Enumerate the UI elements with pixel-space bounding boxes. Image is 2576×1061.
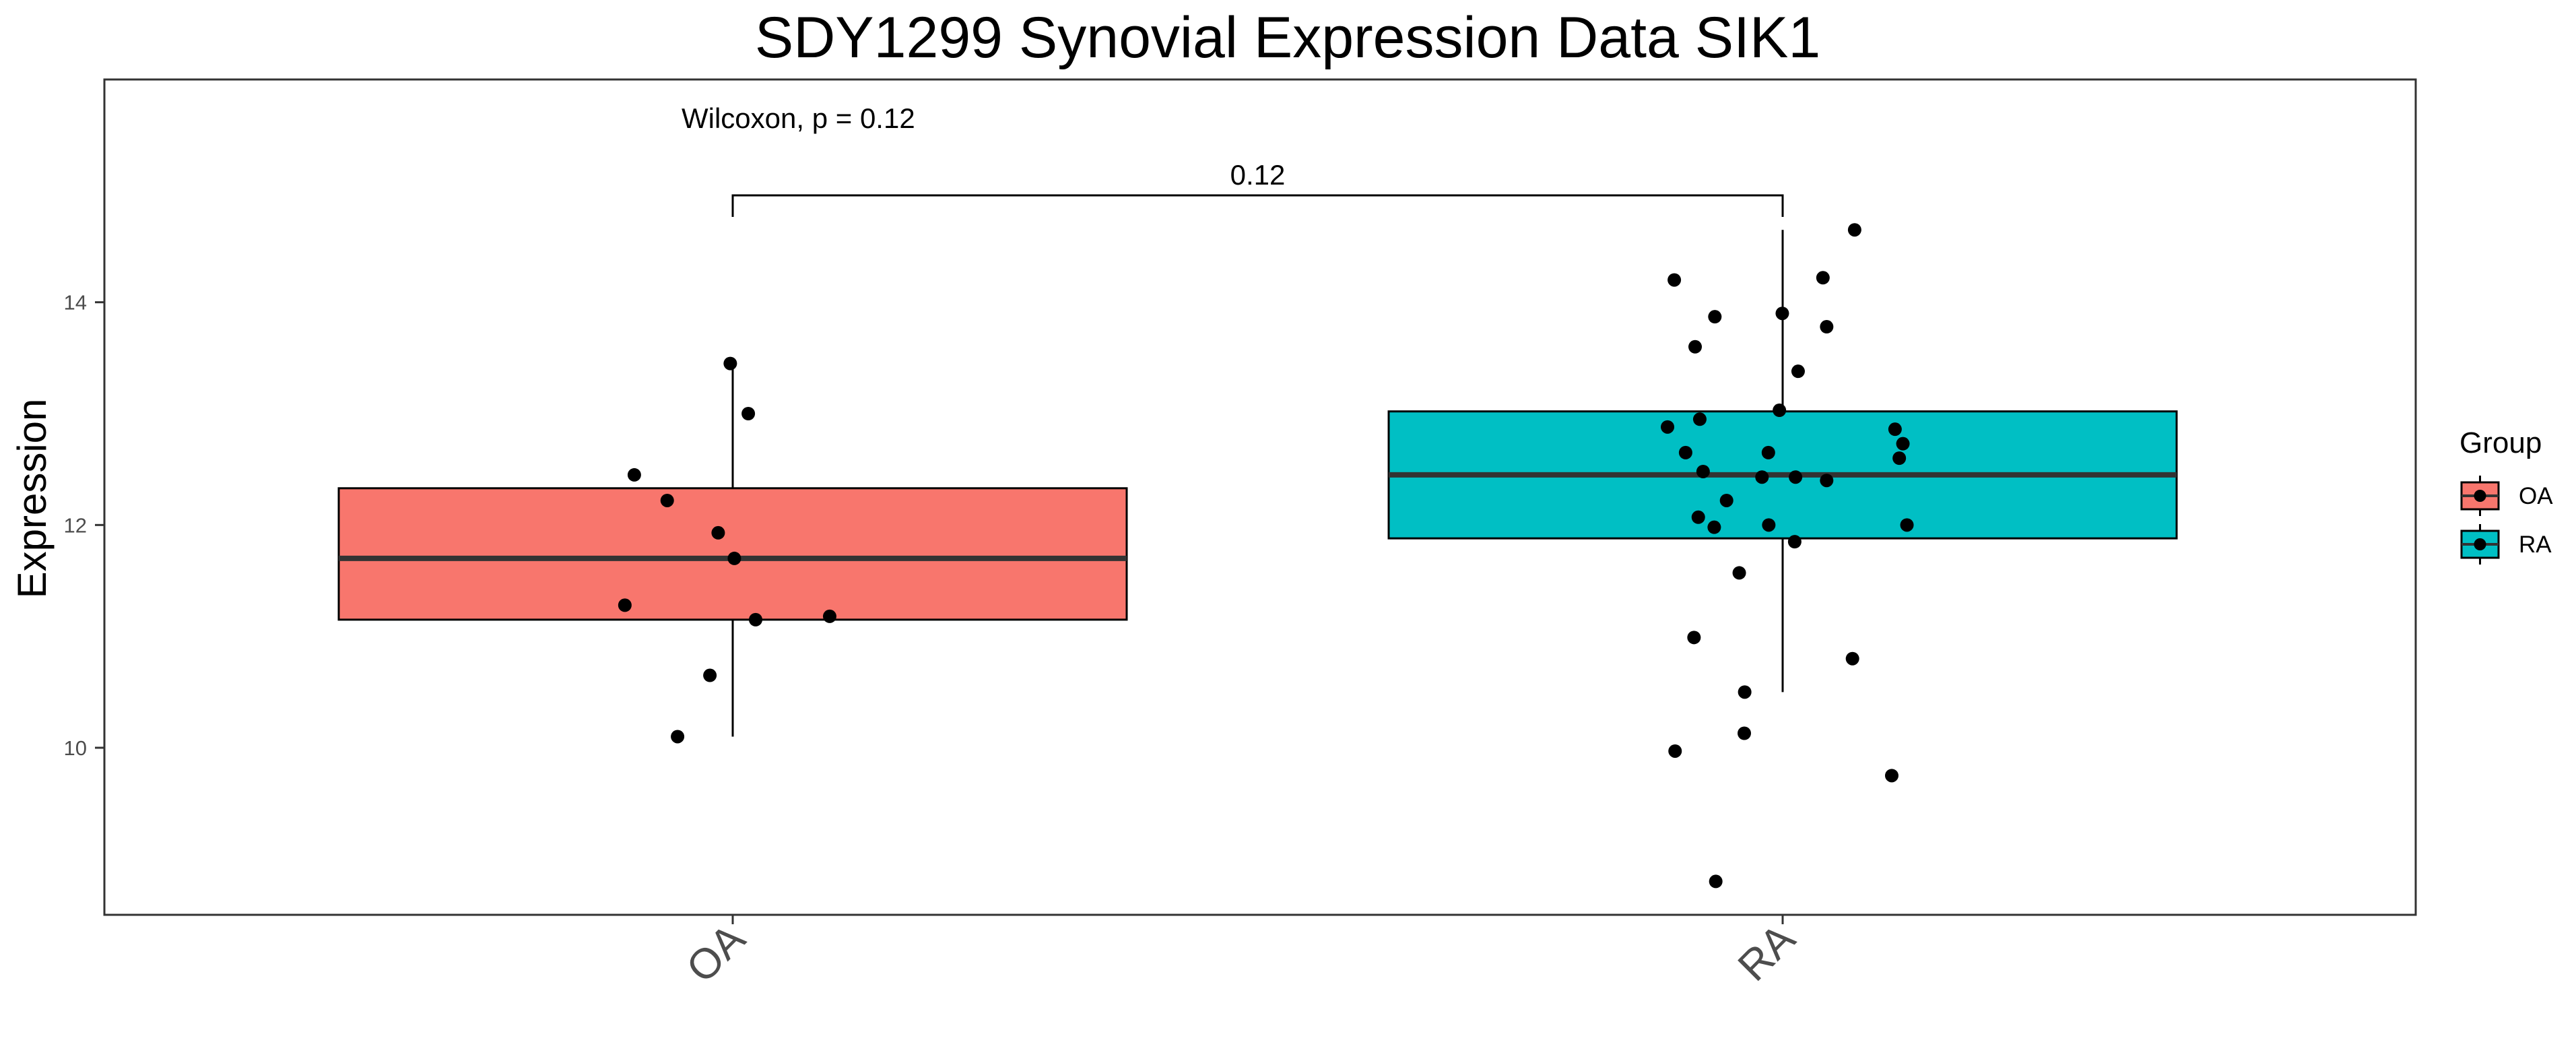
data-point-ra-14 <box>1761 445 1775 459</box>
points-layer <box>618 223 1914 889</box>
legend-label-ra: RA <box>2519 532 2552 558</box>
data-point-oa-0 <box>723 356 737 371</box>
legend-key-point-ra <box>2474 538 2486 550</box>
data-point-oa-8 <box>748 612 762 626</box>
data-point-ra-16 <box>1696 464 1710 478</box>
significance-bracket <box>731 194 1784 217</box>
x-tick-label-ra: RA <box>1729 915 1804 990</box>
data-point-ra-0 <box>1847 223 1861 237</box>
data-point-oa-10 <box>671 730 685 744</box>
data-point-oa-2 <box>627 468 641 482</box>
data-point-ra-31 <box>1668 744 1682 758</box>
legend: Group OA RA <box>2459 426 2553 565</box>
axes-layer: 10 12 14 OA RA <box>64 291 1804 992</box>
data-point-ra-9 <box>1692 412 1707 426</box>
data-point-ra-12 <box>1896 437 1910 451</box>
data-point-ra-19 <box>1820 474 1834 488</box>
y-axis-title: Expression <box>9 399 55 599</box>
data-point-ra-26 <box>1732 566 1746 580</box>
data-point-ra-22 <box>1900 518 1914 532</box>
data-point-ra-28 <box>1845 651 1859 666</box>
y-tick-label-10: 10 <box>64 736 87 760</box>
data-point-oa-1 <box>741 407 756 420</box>
data-point-oa-4 <box>711 525 725 540</box>
data-point-ra-21 <box>1691 510 1705 524</box>
data-point-ra-3 <box>1775 307 1789 321</box>
boxes-layer <box>337 230 2178 737</box>
data-point-ra-27 <box>1687 631 1701 645</box>
data-point-ra-13 <box>1678 445 1692 459</box>
data-point-oa-7 <box>822 609 836 623</box>
data-point-ra-17 <box>1755 470 1769 484</box>
data-point-ra-10 <box>1661 420 1675 434</box>
plot-panel-border <box>103 78 2417 916</box>
data-point-ra-20 <box>1719 493 1733 507</box>
data-point-ra-29 <box>1738 685 1752 699</box>
wilcoxon-test-label: Wilcoxon, p = 0.12 <box>682 102 915 134</box>
data-point-ra-6 <box>1688 340 1703 354</box>
legend-key-point-oa <box>2474 490 2486 502</box>
annotation-layer: Wilcoxon, p = 0.12 0.12 <box>682 102 1784 217</box>
data-point-ra-8 <box>1773 404 1787 418</box>
data-point-ra-5 <box>1820 320 1834 334</box>
data-point-oa-9 <box>703 668 717 682</box>
data-point-oa-3 <box>660 493 674 507</box>
significance-bracket-label: 0.12 <box>1230 159 1286 191</box>
data-point-oa-6 <box>618 598 632 612</box>
data-point-ra-23 <box>1762 518 1776 532</box>
data-point-ra-33 <box>1709 874 1723 889</box>
y-tick-label-14: 14 <box>64 291 87 315</box>
x-tick-label-oa: OA <box>678 915 754 992</box>
data-point-ra-25 <box>1787 535 1802 549</box>
data-point-ra-7 <box>1791 364 1805 379</box>
data-point-ra-11 <box>1888 422 1902 437</box>
legend-label-oa: OA <box>2519 483 2553 509</box>
chart-title: SDY1299 Synovial Expression Data SIK1 <box>755 5 1820 70</box>
data-point-ra-30 <box>1738 726 1752 740</box>
data-point-ra-4 <box>1708 310 1722 324</box>
data-point-ra-24 <box>1707 520 1721 534</box>
data-point-ra-15 <box>1892 451 1907 465</box>
data-point-ra-32 <box>1884 769 1898 783</box>
y-tick-label-12: 12 <box>64 513 87 537</box>
data-point-ra-1 <box>1816 271 1830 285</box>
data-point-ra-18 <box>1789 470 1803 484</box>
data-point-ra-2 <box>1667 273 1682 287</box>
data-point-oa-5 <box>727 551 741 565</box>
legend-title: Group <box>2459 426 2542 459</box>
